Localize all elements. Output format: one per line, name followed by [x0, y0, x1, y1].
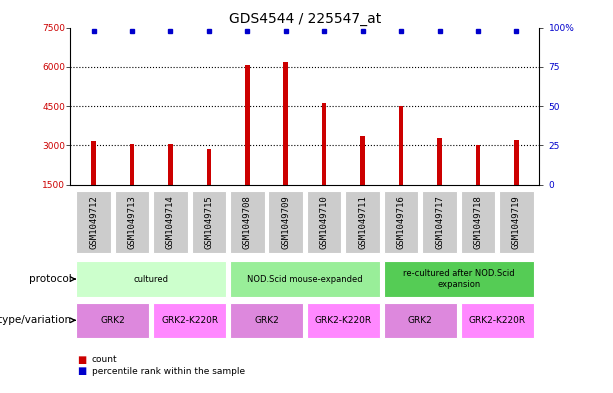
Text: ■: ■: [77, 366, 86, 376]
Bar: [384, 303, 457, 338]
Bar: [153, 303, 226, 338]
Bar: [360, 136, 365, 185]
Bar: [245, 66, 249, 185]
Bar: [307, 191, 341, 253]
Bar: [345, 191, 380, 253]
Text: GSM1049717: GSM1049717: [435, 195, 444, 249]
Text: GSM1049710: GSM1049710: [320, 195, 329, 249]
Bar: [460, 303, 534, 338]
Text: GSM1049716: GSM1049716: [397, 195, 406, 249]
Title: GDS4544 / 225547_at: GDS4544 / 225547_at: [229, 13, 381, 26]
Text: GSM1049715: GSM1049715: [204, 195, 213, 249]
Bar: [168, 144, 173, 185]
Bar: [384, 191, 418, 253]
Bar: [422, 191, 457, 253]
Text: cultured: cultured: [134, 275, 169, 283]
Bar: [91, 141, 96, 185]
Bar: [130, 144, 134, 185]
Bar: [230, 191, 265, 253]
Text: GRK2: GRK2: [408, 316, 433, 325]
Bar: [437, 138, 442, 185]
Bar: [307, 303, 380, 338]
Bar: [207, 149, 211, 185]
Text: genotype/variation: genotype/variation: [0, 315, 71, 325]
Bar: [399, 106, 403, 185]
Bar: [322, 103, 327, 185]
Bar: [514, 140, 519, 185]
Text: GSM1049712: GSM1049712: [89, 195, 98, 249]
Bar: [384, 261, 534, 297]
Bar: [230, 261, 380, 297]
Text: ■: ■: [77, 354, 86, 365]
Text: GSM1049719: GSM1049719: [512, 195, 521, 249]
Bar: [115, 191, 150, 253]
Bar: [268, 191, 303, 253]
Text: GRK2: GRK2: [254, 316, 279, 325]
Text: GSM1049713: GSM1049713: [128, 195, 137, 249]
Text: NOD.Scid mouse-expanded: NOD.Scid mouse-expanded: [247, 275, 363, 283]
Bar: [460, 191, 495, 253]
Bar: [192, 191, 226, 253]
Bar: [283, 62, 288, 185]
Text: GSM1049711: GSM1049711: [358, 195, 367, 249]
Bar: [76, 303, 150, 338]
Text: re-cultured after NOD.Scid
expansion: re-cultured after NOD.Scid expansion: [403, 269, 514, 289]
Text: GRK2-K220R: GRK2-K220R: [315, 316, 372, 325]
Text: GSM1049718: GSM1049718: [473, 195, 482, 249]
Text: protocol: protocol: [29, 274, 71, 284]
Bar: [499, 191, 534, 253]
Text: GSM1049708: GSM1049708: [243, 195, 252, 249]
Text: count: count: [92, 355, 118, 364]
Text: GSM1049714: GSM1049714: [166, 195, 175, 249]
Bar: [476, 145, 480, 185]
Text: GRK2: GRK2: [101, 316, 125, 325]
Text: GRK2-K220R: GRK2-K220R: [161, 316, 218, 325]
Bar: [76, 261, 226, 297]
Bar: [230, 303, 303, 338]
Bar: [76, 191, 111, 253]
Text: GRK2-K220R: GRK2-K220R: [468, 316, 526, 325]
Bar: [153, 191, 188, 253]
Text: GSM1049709: GSM1049709: [281, 195, 290, 249]
Text: percentile rank within the sample: percentile rank within the sample: [92, 367, 245, 376]
